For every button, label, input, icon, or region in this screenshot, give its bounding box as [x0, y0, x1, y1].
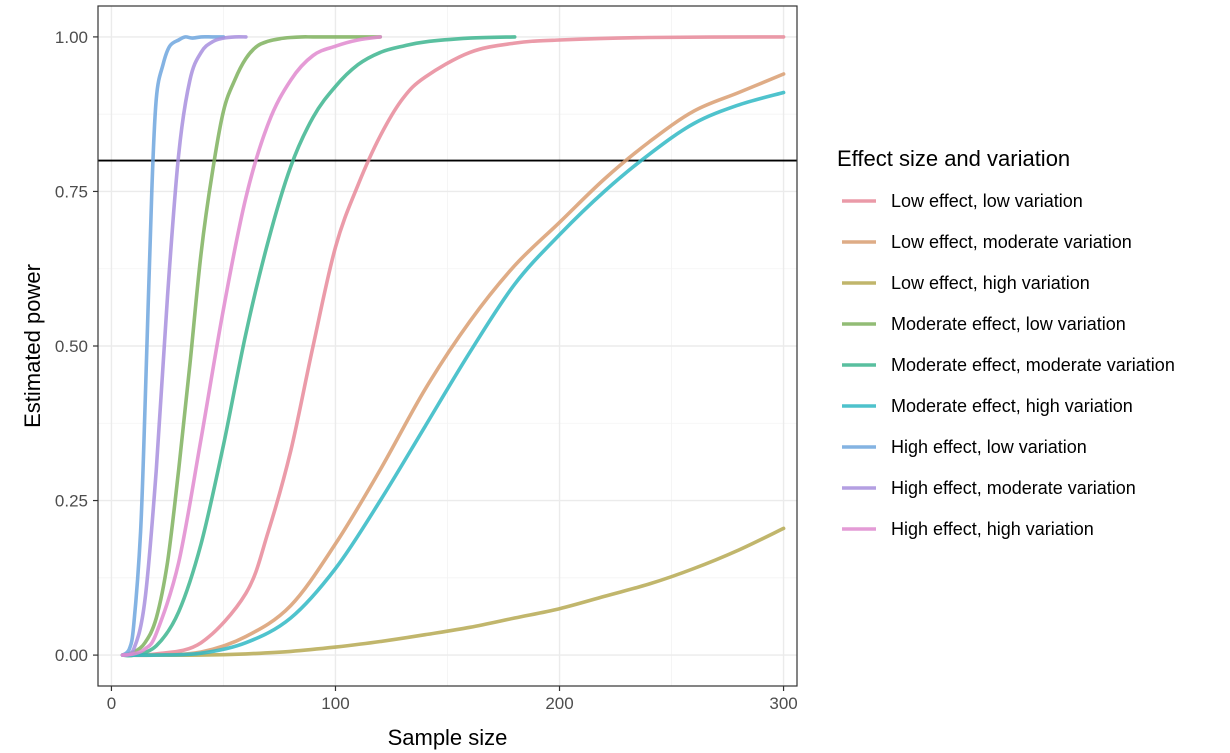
- x-tick-label: 100: [321, 694, 349, 713]
- legend-label-2: Low effect, moderate variation: [891, 232, 1132, 252]
- axis-ticks: 0 100 200 300 0.00 0.25 0.50 0.75 1.00: [55, 28, 798, 713]
- y-tick-label: 1.00: [55, 28, 88, 47]
- legend: Effect size and variation Low effect, lo…: [837, 146, 1175, 539]
- legend-label-4: Moderate effect, low variation: [891, 314, 1126, 334]
- x-tick-label: 200: [545, 694, 573, 713]
- series-line-7: [120, 35, 226, 657]
- series-line-3: [120, 526, 786, 657]
- legend-label-7: High effect, low variation: [891, 437, 1087, 457]
- legend-label-9: High effect, high variation: [891, 519, 1094, 539]
- series-lines: [120, 35, 786, 658]
- y-tick-label: 0.00: [55, 646, 88, 665]
- y-tick-label: 0.25: [55, 492, 88, 511]
- legend-label-3: Low effect, high variation: [891, 273, 1090, 293]
- series-line-5: [120, 35, 517, 658]
- legend-label-8: High effect, moderate variation: [891, 478, 1136, 498]
- legend-label-5: Moderate effect, moderate variation: [891, 355, 1175, 375]
- series-line-8: [120, 35, 248, 657]
- x-tick-label: 300: [769, 694, 797, 713]
- legend-items: Low effect, low variation Low effect, mod…: [842, 191, 1175, 539]
- legend-title: Effect size and variation: [837, 146, 1070, 171]
- x-tick-label: 0: [107, 694, 116, 713]
- y-tick-label: 0.50: [55, 337, 88, 356]
- series-line-2: [120, 72, 786, 658]
- series-line-4: [120, 35, 383, 657]
- gridlines: [98, 6, 797, 686]
- series-line-1: [120, 35, 786, 657]
- series-line-9: [120, 35, 383, 657]
- series-line-6: [120, 90, 786, 658]
- legend-label-6: Moderate effect, high variation: [891, 396, 1133, 416]
- x-axis-title: Sample size: [388, 725, 508, 750]
- y-tick-label: 0.75: [55, 182, 88, 201]
- y-axis-title: Estimated power: [20, 264, 45, 428]
- legend-label-1: Low effect, low variation: [891, 191, 1083, 211]
